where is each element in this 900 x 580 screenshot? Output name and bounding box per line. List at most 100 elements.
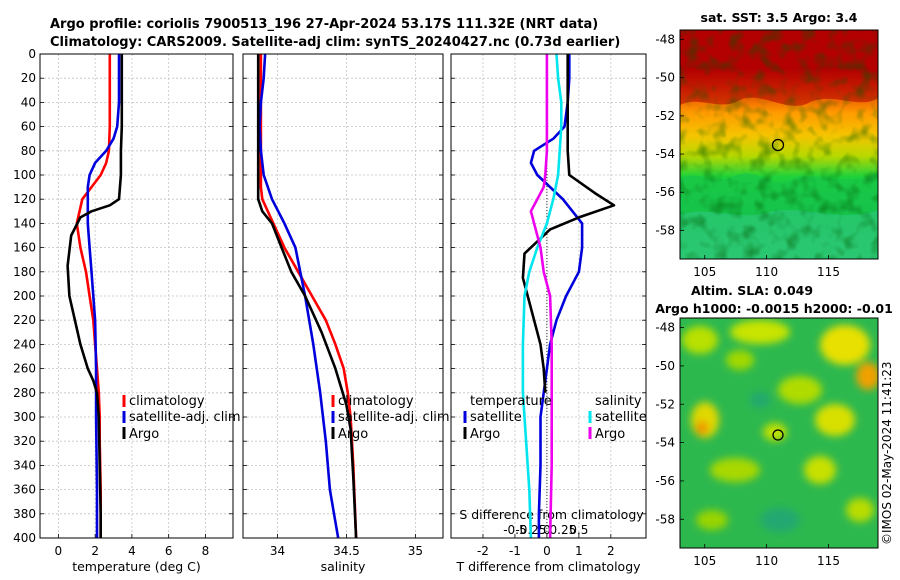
y-tick-label: 0 [28, 47, 36, 61]
s-tick-label: 0.25 [550, 523, 577, 537]
s-tick-label: 0 [543, 523, 551, 537]
legend-argo: Argo [129, 427, 159, 442]
x-axis-label: salinity [321, 559, 366, 574]
map-x-tick-label: 105 [693, 265, 716, 279]
y-tick-label: 220 [13, 313, 36, 327]
salinity-legend: climatology satellite-adj. clim Argo [331, 394, 450, 442]
sst-argo-marker [771, 138, 785, 152]
series-satellite-adj-clim [86, 54, 121, 538]
sst-map-title: sat. SST: 3.5 Argo: 3.4 [701, 10, 858, 25]
x-tick-label: 34 [270, 544, 285, 558]
y-tick-label: 20 [21, 71, 36, 85]
map-y-tick-label: -54 [655, 147, 675, 161]
y-tick-label: 100 [13, 168, 36, 182]
x-tick-label: 8 [202, 544, 210, 558]
legend-salinity-title: salinity [595, 394, 642, 409]
series-climatology [259, 54, 358, 539]
map-y-tick-label: -56 [655, 185, 675, 199]
x-tick-label: 6 [165, 544, 173, 558]
map-y-tick-label: -52 [655, 397, 675, 411]
y-tick-label: 40 [21, 95, 36, 109]
imos-credit: ©IMOS 02-May-2024 11:41:23 [880, 361, 894, 545]
y-tick-label: 400 [13, 531, 36, 545]
salinity-panel: 34 34.5 35 salinity [242, 53, 444, 574]
y-tick-label: 140 [13, 216, 36, 230]
map-y-tick-label: -58 [655, 223, 675, 237]
y-tick-label: 180 [13, 265, 36, 279]
map-y-tick-label: -54 [655, 436, 675, 450]
s-tick-label: -0.5 [503, 523, 526, 537]
y-tick-label: 380 [13, 507, 36, 521]
title-line-2: Climatology: CARS2009. Satellite-adj cli… [50, 35, 620, 50]
sla-argo-marker [772, 429, 784, 441]
legend-satellite: satellite-adj. clim [338, 410, 450, 425]
map-x-tick-label: 110 [755, 265, 778, 279]
y-tick-label: 340 [13, 458, 36, 472]
y-tick-label: 320 [13, 434, 36, 448]
y-tick-label: 280 [13, 386, 36, 400]
y-tick-label: 360 [13, 483, 36, 497]
x-tick-label: -2 [477, 544, 489, 558]
legend-t-argo: Argo [470, 427, 500, 442]
y-tick-label: 240 [13, 337, 36, 351]
s-tick-label: 0.5 [569, 523, 588, 537]
legend-climatology: climatology [338, 394, 414, 409]
title-line-1: Argo profile: coriolis 7900513_196 27-Ap… [50, 17, 598, 32]
map-y-tick-label: -48 [655, 33, 675, 47]
map-x-tick-label: 105 [693, 554, 716, 568]
x-tick-label: 0 [543, 544, 551, 558]
sla-map: Altim. SLA: 0.049 Argo h1000: -0.0015 h2… [655, 283, 893, 568]
x-axis-label: T difference from climatology [455, 559, 641, 574]
temperature-legend: climatology satellite-adj. clim Argo [122, 394, 241, 442]
legend-s-argo: Argo [595, 427, 625, 442]
map-x-tick-label: 110 [755, 554, 778, 568]
sst-map-frame [679, 29, 879, 260]
x-tick-label: 34.5 [333, 544, 360, 558]
plot-frame [242, 53, 444, 539]
series-argo [66, 54, 124, 538]
legend-argo: Argo [338, 427, 368, 442]
x-tick-label: 2 [607, 544, 615, 558]
map-y-tick-label: -58 [655, 512, 675, 526]
map-y-tick-label: -52 [655, 109, 675, 123]
map-y-tick-label: -56 [655, 474, 675, 488]
map-y-tick-label: -48 [655, 321, 675, 335]
map-x-tick-label: 115 [817, 265, 840, 279]
legend-climatology: climatology [129, 394, 205, 409]
map-x-tick-label: 115 [817, 554, 840, 568]
y-tick-label: 200 [13, 289, 36, 303]
legend-s-satellite: satellite [595, 410, 647, 425]
plot-frame [39, 53, 234, 539]
sst-map: sat. SST: 3.5 Argo: 3.4 105 110 115 -48 -50 -… [655, 10, 879, 279]
x-tick-label: 35 [408, 544, 423, 558]
legend-satellite: satellite-adj. clim [129, 410, 241, 425]
plot-frame [450, 53, 647, 539]
y-tick-label: 160 [13, 241, 36, 255]
legend-t-satellite: satellite [470, 410, 522, 425]
x-tick-label: 4 [128, 544, 136, 558]
y-tick-label: 300 [13, 410, 36, 424]
map-y-tick-label: -50 [655, 71, 675, 85]
series-t-argo [521, 54, 616, 393]
difference-legend: temperature satellite Argo salinity sate… [463, 394, 647, 442]
x-tick-label: 1 [575, 544, 583, 558]
series-s-argo [529, 54, 554, 539]
map-y-tick-label: -50 [655, 359, 675, 373]
series-argo [256, 54, 358, 539]
difference-panel: -2 -1 0 1 2S difference from climatology-0.5… [450, 53, 647, 574]
series-s-satellite [521, 53, 563, 539]
y-tick-label: 60 [21, 120, 36, 134]
sla-map-title-1: Altim. SLA: 0.049 [691, 283, 813, 298]
x-tick-label: 2 [91, 544, 99, 558]
legend-temperature-title: temperature [470, 394, 552, 409]
series-t-satellite [529, 54, 584, 538]
temperature-panel: 0 20 40 60 80 100 120 140 160 180 200 220 240 260 280 3… [13, 47, 234, 574]
y-tick-label: 80 [21, 144, 36, 158]
x-tick-label: -1 [509, 544, 521, 558]
sla-map-frame [679, 317, 879, 549]
y-tick-label: 120 [13, 192, 36, 206]
y-tick-label: 260 [13, 362, 36, 376]
sla-map-title-2: Argo h1000: -0.0015 h2000: -0.01 [655, 301, 893, 316]
x-axis-label: temperature (deg C) [72, 559, 201, 574]
